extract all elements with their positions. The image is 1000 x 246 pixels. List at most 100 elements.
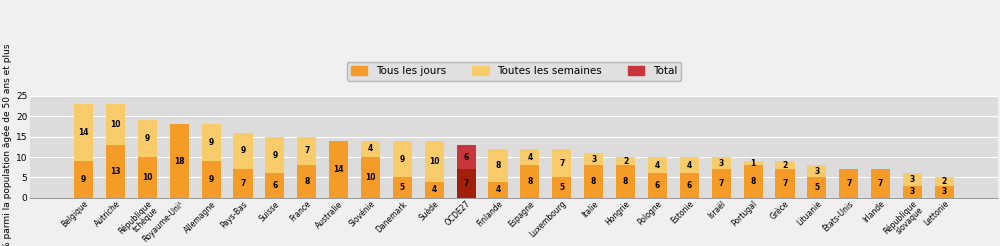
Text: 2: 2 xyxy=(623,157,628,166)
Bar xyxy=(393,141,412,177)
Bar xyxy=(74,161,93,198)
Bar xyxy=(648,173,667,198)
Bar xyxy=(520,165,539,198)
Bar xyxy=(648,157,667,173)
Bar xyxy=(935,177,954,186)
Bar xyxy=(457,145,476,169)
Text: 6: 6 xyxy=(464,153,469,162)
Text: 7: 7 xyxy=(846,179,851,188)
Text: 8: 8 xyxy=(591,177,596,186)
Text: 2: 2 xyxy=(942,177,947,186)
Bar xyxy=(584,153,603,165)
Text: 3: 3 xyxy=(942,187,947,196)
Bar xyxy=(616,165,635,198)
Bar xyxy=(775,161,795,169)
Bar xyxy=(106,145,125,198)
Text: 4: 4 xyxy=(655,161,660,170)
Bar xyxy=(202,161,221,198)
Bar xyxy=(425,182,444,198)
Bar xyxy=(903,173,922,186)
Legend: Tous les jours, Toutes les semaines, Total: Tous les jours, Toutes les semaines, Tot… xyxy=(347,62,681,80)
Bar xyxy=(616,157,635,165)
Text: 3: 3 xyxy=(591,154,596,164)
Bar xyxy=(552,177,571,198)
Bar xyxy=(170,124,189,198)
Bar xyxy=(265,173,284,198)
Bar xyxy=(329,141,348,198)
Bar xyxy=(680,173,699,198)
Text: 8: 8 xyxy=(750,177,756,186)
Bar xyxy=(488,149,508,182)
Text: 3: 3 xyxy=(719,159,724,168)
Text: 7: 7 xyxy=(559,159,564,168)
Bar xyxy=(839,169,858,198)
Text: 2: 2 xyxy=(782,161,788,170)
Bar xyxy=(297,165,316,198)
Bar xyxy=(712,169,731,198)
Text: 3: 3 xyxy=(814,167,819,176)
Text: 9: 9 xyxy=(208,175,214,184)
Text: 9: 9 xyxy=(208,138,214,147)
Text: 4: 4 xyxy=(527,153,533,162)
Text: 7: 7 xyxy=(304,146,309,155)
Bar xyxy=(106,104,125,145)
Y-axis label: % parmi la population âgée de 50 ans et plus: % parmi la population âgée de 50 ans et … xyxy=(2,44,12,246)
Text: 1: 1 xyxy=(750,159,756,168)
Text: 7: 7 xyxy=(878,179,883,188)
Text: 14: 14 xyxy=(78,128,89,137)
Bar xyxy=(138,157,157,198)
Text: 5: 5 xyxy=(400,183,405,192)
Text: 18: 18 xyxy=(174,157,185,166)
Bar xyxy=(807,165,826,177)
Bar xyxy=(361,157,380,198)
Text: 9: 9 xyxy=(145,134,150,143)
Text: 14: 14 xyxy=(333,165,344,174)
Bar xyxy=(744,161,763,165)
Bar xyxy=(903,186,922,198)
Text: 7: 7 xyxy=(782,179,788,188)
Text: 13: 13 xyxy=(110,167,121,176)
Bar xyxy=(74,104,93,161)
Text: 3: 3 xyxy=(910,175,915,184)
Text: 9: 9 xyxy=(240,146,246,155)
Bar xyxy=(712,157,731,169)
Bar xyxy=(233,169,253,198)
Text: 10: 10 xyxy=(365,173,376,182)
Bar xyxy=(807,177,826,198)
Text: 3: 3 xyxy=(910,187,915,196)
Text: 10: 10 xyxy=(429,157,440,166)
Bar xyxy=(233,133,253,169)
Text: 10: 10 xyxy=(110,120,121,129)
Bar xyxy=(297,137,316,165)
Bar xyxy=(744,165,763,198)
Bar xyxy=(457,169,476,198)
Text: 7: 7 xyxy=(240,179,246,188)
Text: 7: 7 xyxy=(719,179,724,188)
Text: 6: 6 xyxy=(655,181,660,190)
Bar xyxy=(393,177,412,198)
Bar xyxy=(202,124,221,161)
Text: 9: 9 xyxy=(81,175,86,184)
Bar xyxy=(520,149,539,165)
Bar xyxy=(552,149,571,177)
Bar xyxy=(871,169,890,198)
Text: 4: 4 xyxy=(495,185,501,194)
Text: 8: 8 xyxy=(495,161,501,170)
Bar xyxy=(265,137,284,173)
Bar xyxy=(775,169,795,198)
Text: 8: 8 xyxy=(623,177,628,186)
Bar xyxy=(680,157,699,173)
Text: 5: 5 xyxy=(814,183,819,192)
Bar xyxy=(584,165,603,198)
Bar xyxy=(138,120,157,157)
Text: 4: 4 xyxy=(368,144,373,154)
Bar xyxy=(935,186,954,198)
Bar xyxy=(488,182,508,198)
Bar xyxy=(425,141,444,182)
Text: 4: 4 xyxy=(432,185,437,194)
Text: 9: 9 xyxy=(400,154,405,164)
Text: 4: 4 xyxy=(687,161,692,170)
Text: 8: 8 xyxy=(304,177,309,186)
Text: 10: 10 xyxy=(142,173,153,182)
Text: 7: 7 xyxy=(463,179,469,188)
